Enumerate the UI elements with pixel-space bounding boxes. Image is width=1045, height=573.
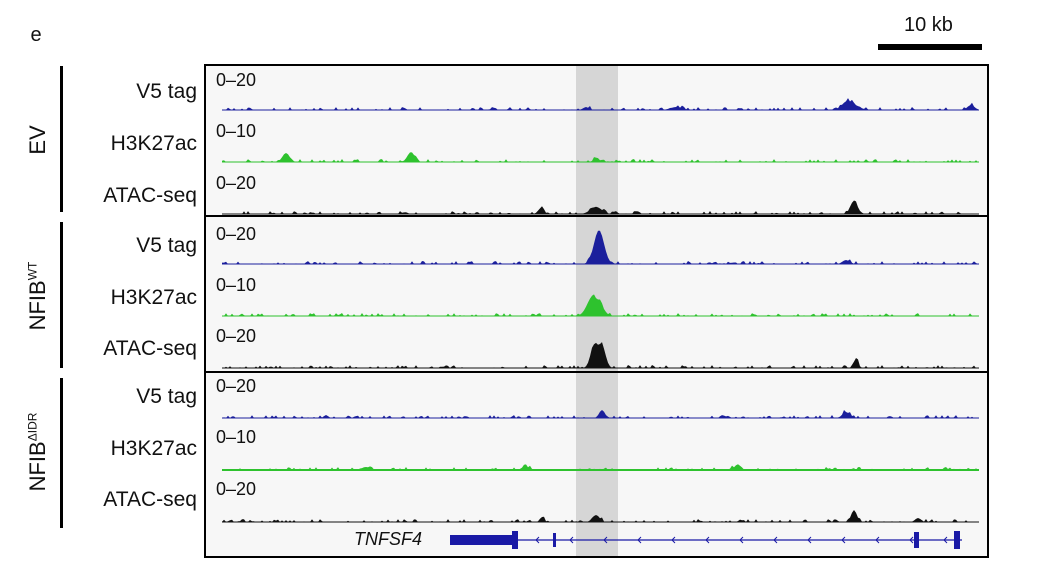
group-superscript: ΔIDR [25, 412, 40, 442]
group-line-nfib-wt [60, 222, 63, 368]
gene-model [450, 531, 962, 549]
signal-track [222, 410, 979, 418]
gene-exon [553, 533, 556, 547]
gene-strand-arrow [603, 536, 608, 544]
gene-strand-arrow [535, 536, 540, 544]
gene-strand-arrow [943, 536, 948, 544]
group-name: NFIB [25, 441, 50, 492]
gene-strand-arrow [773, 536, 778, 544]
gene-strand-arrow [671, 536, 676, 544]
signal-track [222, 294, 979, 316]
group-superscript: WT [25, 261, 40, 281]
track-label: H3K27ac [110, 437, 197, 460]
track-range: 0–20 [216, 326, 257, 346]
tracks-canvas [206, 66, 987, 556]
gene-strand-arrow [807, 536, 812, 544]
track-range: 0–10 [216, 427, 257, 447]
gene-strand-arrow [705, 536, 710, 544]
genome-browser-panel [204, 64, 989, 558]
gene-exon [954, 531, 960, 549]
group-label-nfib-wt: NFIBWT [25, 262, 51, 331]
gene-strand-arrow [637, 536, 642, 544]
signal-track [222, 464, 979, 470]
gene-exon [914, 532, 919, 548]
group-line-nfib-didr [60, 378, 63, 528]
panel-tag: e [30, 24, 42, 46]
track-label: H3K27ac [110, 286, 197, 309]
track-range: 0–10 [216, 121, 257, 141]
signal-track [222, 342, 979, 368]
group-label-ev: EV [25, 125, 51, 154]
gene-exon [512, 531, 518, 549]
track-range: 0–20 [216, 376, 257, 396]
track-range: 0–20 [216, 70, 257, 90]
signal-track [222, 152, 979, 162]
signal-track [222, 510, 979, 522]
track-label: ATAC-seq [103, 184, 197, 207]
group-label-nfib-didr: NFIBΔIDR [25, 413, 51, 492]
track-label: V5 tag [136, 385, 197, 408]
track-label: ATAC-seq [103, 488, 197, 511]
gene-strand-arrow [569, 536, 574, 544]
group-line-ev [60, 66, 63, 212]
signal-track [222, 200, 979, 214]
gene-label: TNFSF4 [354, 529, 423, 549]
track-range: 0–10 [216, 275, 257, 295]
track-range: 0–20 [216, 173, 257, 193]
gene-strand-arrow [909, 536, 914, 544]
track-label: V5 tag [136, 80, 197, 103]
track-label: V5 tag [136, 234, 197, 257]
scale-bar-label: 10 kb [904, 14, 953, 36]
track-range: 0–20 [216, 479, 257, 499]
signal-track [222, 230, 979, 264]
track-label: ATAC-seq [103, 337, 197, 360]
gene-strand-arrow [875, 536, 880, 544]
gene-strand-arrow [739, 536, 744, 544]
scale-bar [878, 44, 982, 50]
gene-utr-block [450, 535, 516, 545]
track-range: 0–20 [216, 224, 257, 244]
group-name: EV [25, 125, 50, 155]
track-label: H3K27ac [110, 132, 197, 155]
group-name: NFIB [25, 280, 50, 331]
gene-strand-arrow [841, 536, 846, 544]
